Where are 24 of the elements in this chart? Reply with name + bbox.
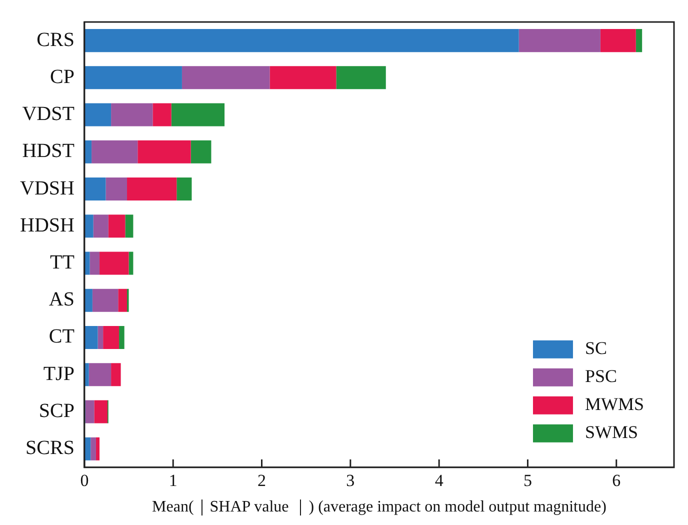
y-tick-label: TJP [43,362,74,385]
x-tick-label: 5 [523,471,532,490]
legend-label: SC [584,338,608,358]
x-tick-label: 6 [612,471,621,490]
x-tick-label: 4 [434,471,444,490]
x-tick-label: 0 [80,471,89,490]
legend-label: MWMS [584,394,644,414]
y-tick-label: SCP [38,400,74,422]
y-tick-label: SCRS [26,437,74,460]
y-tick-label: VDST [22,103,74,126]
y-tick-label: CT [48,326,74,348]
y-tick-label: HDST [22,140,74,162]
y-tick-label: CP [50,66,74,88]
y-tick-label: AS [48,288,74,311]
y-tick-label: HDSH [20,214,74,236]
x-tick-label: 3 [346,471,355,490]
legend-label: PSC [584,366,618,386]
y-tick-label: CRS [36,28,74,51]
legend-label: SWMS [584,422,638,442]
x-tick-label: 2 [258,471,266,490]
x-tick-label: 1 [168,471,178,490]
y-tick-label: TT [50,252,74,274]
x-axis-title: Mean(｜SHAP value ｜) (average impact on model output magnitude) [152,498,606,516]
y-tick-label: VDSH [20,177,74,200]
